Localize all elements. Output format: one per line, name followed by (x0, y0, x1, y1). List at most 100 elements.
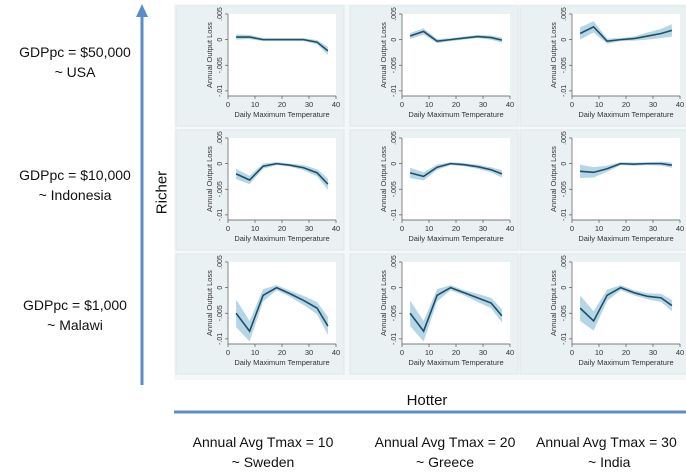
y-tick-label: -.01 (217, 333, 224, 345)
y-axis-title: Annual Output Loss (205, 270, 214, 336)
y-tick-label: 0 (561, 286, 568, 290)
x-tick-label: 20 (452, 100, 460, 109)
x-tick-label: 0 (400, 224, 404, 233)
x-tick-label: 0 (570, 224, 574, 233)
x-tick-label: 20 (278, 224, 286, 233)
y-tick-label: .005 (561, 7, 568, 21)
y-tick-label: -.005 (561, 181, 568, 197)
x-axis-title: Daily Maximum Temperature (578, 234, 673, 243)
col-label-india-country: ~ India (588, 454, 631, 470)
y-tick-label: 0 (217, 162, 224, 166)
y-tick-label: .005 (217, 7, 224, 21)
x-tick-label: 30 (305, 100, 313, 109)
x-tick-label: 40 (506, 100, 514, 109)
series-line (580, 162, 673, 174)
y-tick-label: 0 (391, 286, 398, 290)
row-label-malawi: GDPpc = $1,000 ~ Malawi (0, 295, 150, 335)
y-tick-label: -.005 (561, 57, 568, 73)
y-tick-label: -.01 (391, 209, 398, 221)
x-axis-title: Daily Maximum Temperature (408, 110, 503, 119)
y-tick-label: -.01 (391, 333, 398, 345)
x-tick-label: 10 (595, 100, 603, 109)
y-tick-label: .005 (217, 131, 224, 145)
col-label-india: Annual Avg Tmax = 30 ~ India (536, 432, 686, 472)
series-line (235, 162, 329, 185)
y-tick-label: -.005 (561, 305, 568, 321)
col-label-greece: Annual Avg Tmax = 20 ~ Greece (360, 432, 530, 472)
x-axis-title: Daily Maximum Temperature (408, 234, 503, 243)
x-tick-label: 10 (251, 348, 259, 357)
plot-area (402, 14, 510, 96)
row-label-malawi-gdp: GDPpc = $1,000 (23, 297, 127, 313)
row-label-usa-country: ~ USA (54, 64, 96, 80)
col-label-sweden-country: ~ Sweden (231, 454, 295, 470)
x-tick-label: 0 (570, 348, 574, 357)
y-tick-label: 0 (391, 38, 398, 42)
confidence-band (236, 285, 328, 342)
y-tick-label: -.01 (561, 333, 568, 345)
y-tick-label: .005 (217, 255, 224, 269)
x-tick-label: 0 (570, 100, 574, 109)
plot-area (572, 262, 680, 344)
x-tick-label: 30 (649, 100, 657, 109)
x-axis-title: Daily Maximum Temperature (234, 110, 329, 119)
x-tick-label: 20 (278, 100, 286, 109)
series-line (409, 286, 503, 333)
x-tick-label: 30 (649, 224, 657, 233)
x-tick-label: 40 (332, 100, 340, 109)
plot-area (572, 138, 680, 220)
x-tick-label: 40 (506, 224, 514, 233)
y-axis-title: Annual Output Loss (205, 22, 214, 88)
col-label-sweden-tmax: Annual Avg Tmax = 10 (192, 434, 334, 450)
y-tick-label: -.005 (217, 181, 224, 197)
x-tick-label: 0 (400, 348, 404, 357)
x-tick-label: 30 (479, 100, 487, 109)
row-label-malawi-country: ~ Malawi (47, 317, 103, 333)
series-line (409, 30, 503, 42)
x-tick-label: 0 (400, 100, 404, 109)
y-tick-label: -.005 (391, 305, 398, 321)
x-tick-label: 0 (226, 224, 230, 233)
y-tick-label: 0 (561, 38, 568, 42)
x-axis-title: Daily Maximum Temperature (408, 358, 503, 367)
x-tick-label: 40 (676, 224, 684, 233)
x-tick-label: 10 (595, 348, 603, 357)
y-tick-label: 0 (391, 162, 398, 166)
x-tick-label: 30 (305, 224, 313, 233)
x-axis-title: Daily Maximum Temperature (578, 110, 673, 119)
x-tick-label: 40 (676, 348, 684, 357)
x-tick-label: 0 (226, 100, 230, 109)
x-tick-label: 30 (649, 348, 657, 357)
plot-area (228, 14, 336, 96)
row-label-usa: GDPpc = $50,000 ~ USA (0, 42, 150, 82)
y-axis-title: Annual Output Loss (379, 270, 388, 336)
series-line (579, 286, 673, 323)
col-label-greece-tmax: Annual Avg Tmax = 20 (374, 434, 516, 450)
x-tick-label: 10 (425, 224, 433, 233)
row-label-indonesia-country: ~ Indonesia (38, 187, 112, 203)
x-tick-label: 10 (595, 224, 603, 233)
x-tick-label: 10 (425, 100, 433, 109)
y-axis-title: Annual Output Loss (379, 146, 388, 212)
series-line (579, 25, 673, 43)
x-tick-label: 40 (332, 348, 340, 357)
richer-arrow-head (136, 4, 148, 17)
confidence-band (410, 28, 502, 44)
series-line (409, 162, 503, 178)
series-line (235, 286, 329, 333)
x-tick-label: 20 (452, 224, 460, 233)
y-tick-label: -.005 (217, 305, 224, 321)
y-axis-title: Annual Output Loss (205, 146, 214, 212)
col-label-greece-country: ~ Greece (416, 454, 474, 470)
x-tick-label: 20 (622, 224, 630, 233)
y-tick-label: -.005 (217, 57, 224, 73)
